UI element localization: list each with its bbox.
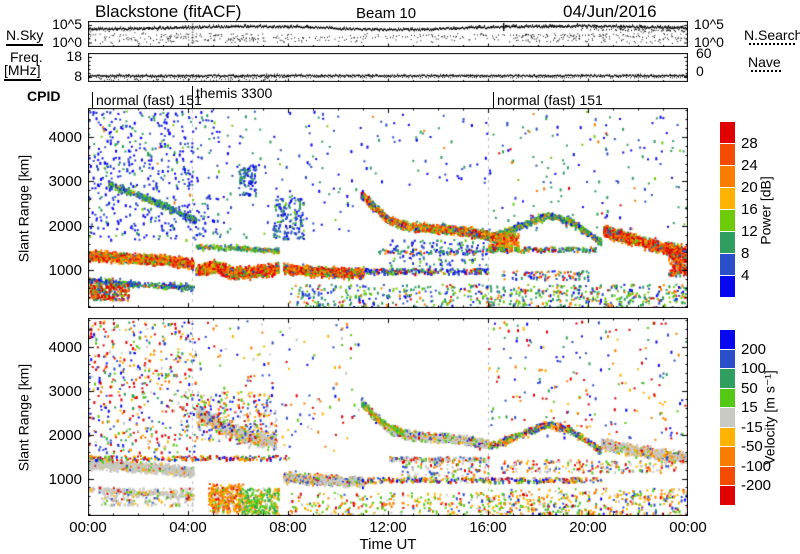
nave-tick-lo: 0 [696, 63, 704, 79]
vel-cbar-tick: 100 [741, 360, 767, 377]
xtick-0000: 00:00 [69, 519, 107, 536]
nsky-label: N.Sky [6, 27, 44, 46]
nsearch-legend: N.Search [744, 27, 800, 43]
xtick-1200: 12:00 [369, 519, 407, 536]
cpid-divider [493, 92, 494, 108]
xtick-2400: 00:00 [669, 519, 707, 536]
power-cbar-tick: 8 [741, 245, 750, 262]
freq-label-1: Freq. [10, 49, 43, 65]
vel-colorbar-segment [720, 369, 735, 388]
vel-ytick-4000: 4000 [48, 339, 82, 356]
xtick-2000: 20:00 [569, 519, 607, 536]
power-colorbar-segment [720, 188, 735, 209]
freq-label-2: [MHz] [4, 62, 41, 81]
cpid-segment-2: themis 3300 [196, 85, 273, 101]
nsky-tick-lo: 10^0 [52, 34, 82, 50]
velocity-ylabel: Slant Range [km] [15, 363, 32, 472]
vel-cbar-tick: 200 [741, 341, 767, 358]
power-colorbar-segment [720, 210, 735, 231]
vel-colorbar-segment [720, 408, 735, 427]
velocity-colorbar [720, 330, 735, 506]
cpid-segment-1: normal (fast) 151 [96, 92, 202, 108]
power-colorbar-segment [720, 166, 735, 187]
vel-colorbar-segment [720, 388, 735, 407]
nsearch-tick-lo: 10^0 [694, 34, 724, 50]
freq-tick-hi: 18 [66, 48, 82, 64]
velocity-rti-canvas [88, 318, 688, 516]
date-label: 04/Jun/2016 [563, 2, 657, 21]
power-cbar-tick: 20 [741, 179, 758, 196]
nave-legend: Nave [748, 54, 781, 70]
power-colorbar-segment [720, 254, 735, 275]
nave-tick-hi: 60 [696, 45, 712, 61]
xaxis-title: Time UT [359, 536, 417, 553]
power-cbar-tick: 12 [741, 223, 758, 240]
power-colorbar-segment [720, 122, 735, 143]
xtick-0400: 04:00 [169, 519, 207, 536]
page-title: Blackstone (fitACF) [95, 2, 242, 21]
vel-ytick-1000: 1000 [48, 471, 82, 488]
nsearch-tick-hi: 10^5 [694, 16, 724, 32]
power-colorbar-segment [720, 144, 735, 165]
vel-cbar-tick: -100 [741, 458, 772, 475]
cpid-label: CPID [27, 88, 61, 104]
dotted-line-sample [751, 70, 781, 72]
vel-colorbar-segment [720, 447, 735, 466]
noise-strip-canvas [88, 21, 688, 47]
dotted-line-sample [749, 43, 795, 45]
vel-ytick-2000: 2000 [48, 427, 82, 444]
vel-cbar-tick: -200 [741, 477, 772, 494]
power-ytick-4000: 4000 [48, 129, 82, 146]
nsky-tick-hi: 10^5 [52, 16, 82, 32]
power-colorbar [720, 122, 735, 298]
vel-colorbar-segment [720, 427, 735, 446]
power-colorbar-segment [720, 276, 735, 297]
power-ytick-1000: 1000 [48, 262, 82, 279]
power-rti-canvas [88, 108, 688, 308]
vel-cbar-tick: 15 [741, 399, 758, 416]
beam-label: Beam 10 [356, 5, 417, 22]
power-cbar-tick: 28 [741, 135, 758, 152]
power-ylabel: Slant Range [km] [15, 154, 32, 263]
vel-cbar-tick: -15 [741, 419, 763, 436]
vel-cbar-tick: -50 [741, 438, 763, 455]
cpid-segment-3: normal (fast) 151 [497, 92, 603, 108]
vel-cbar-title: Velocity [m s⁻¹] [761, 370, 778, 465]
vel-colorbar-segment [720, 349, 735, 368]
vel-colorbar-segment [720, 466, 735, 485]
power-colorbar-segment [720, 232, 735, 253]
freq-strip-canvas [88, 53, 688, 82]
vel-ytick-3000: 3000 [48, 383, 82, 400]
cpid-divider [92, 92, 93, 108]
power-cbar-tick: 16 [741, 201, 758, 218]
power-cbar-tick: 24 [741, 157, 758, 174]
xtick-0800: 08:00 [269, 519, 307, 536]
power-ytick-2000: 2000 [48, 218, 82, 235]
vel-colorbar-segment [720, 330, 735, 349]
power-cbar-tick: 4 [741, 267, 750, 284]
power-cbar-title: Power [dB] [757, 176, 774, 245]
freq-tick-lo: 8 [74, 68, 82, 84]
vel-colorbar-segment [720, 486, 735, 505]
vel-cbar-tick: 50 [741, 380, 758, 397]
xtick-1600: 16:00 [469, 519, 507, 536]
cpid-divider [192, 86, 193, 108]
power-ytick-3000: 3000 [48, 173, 82, 190]
